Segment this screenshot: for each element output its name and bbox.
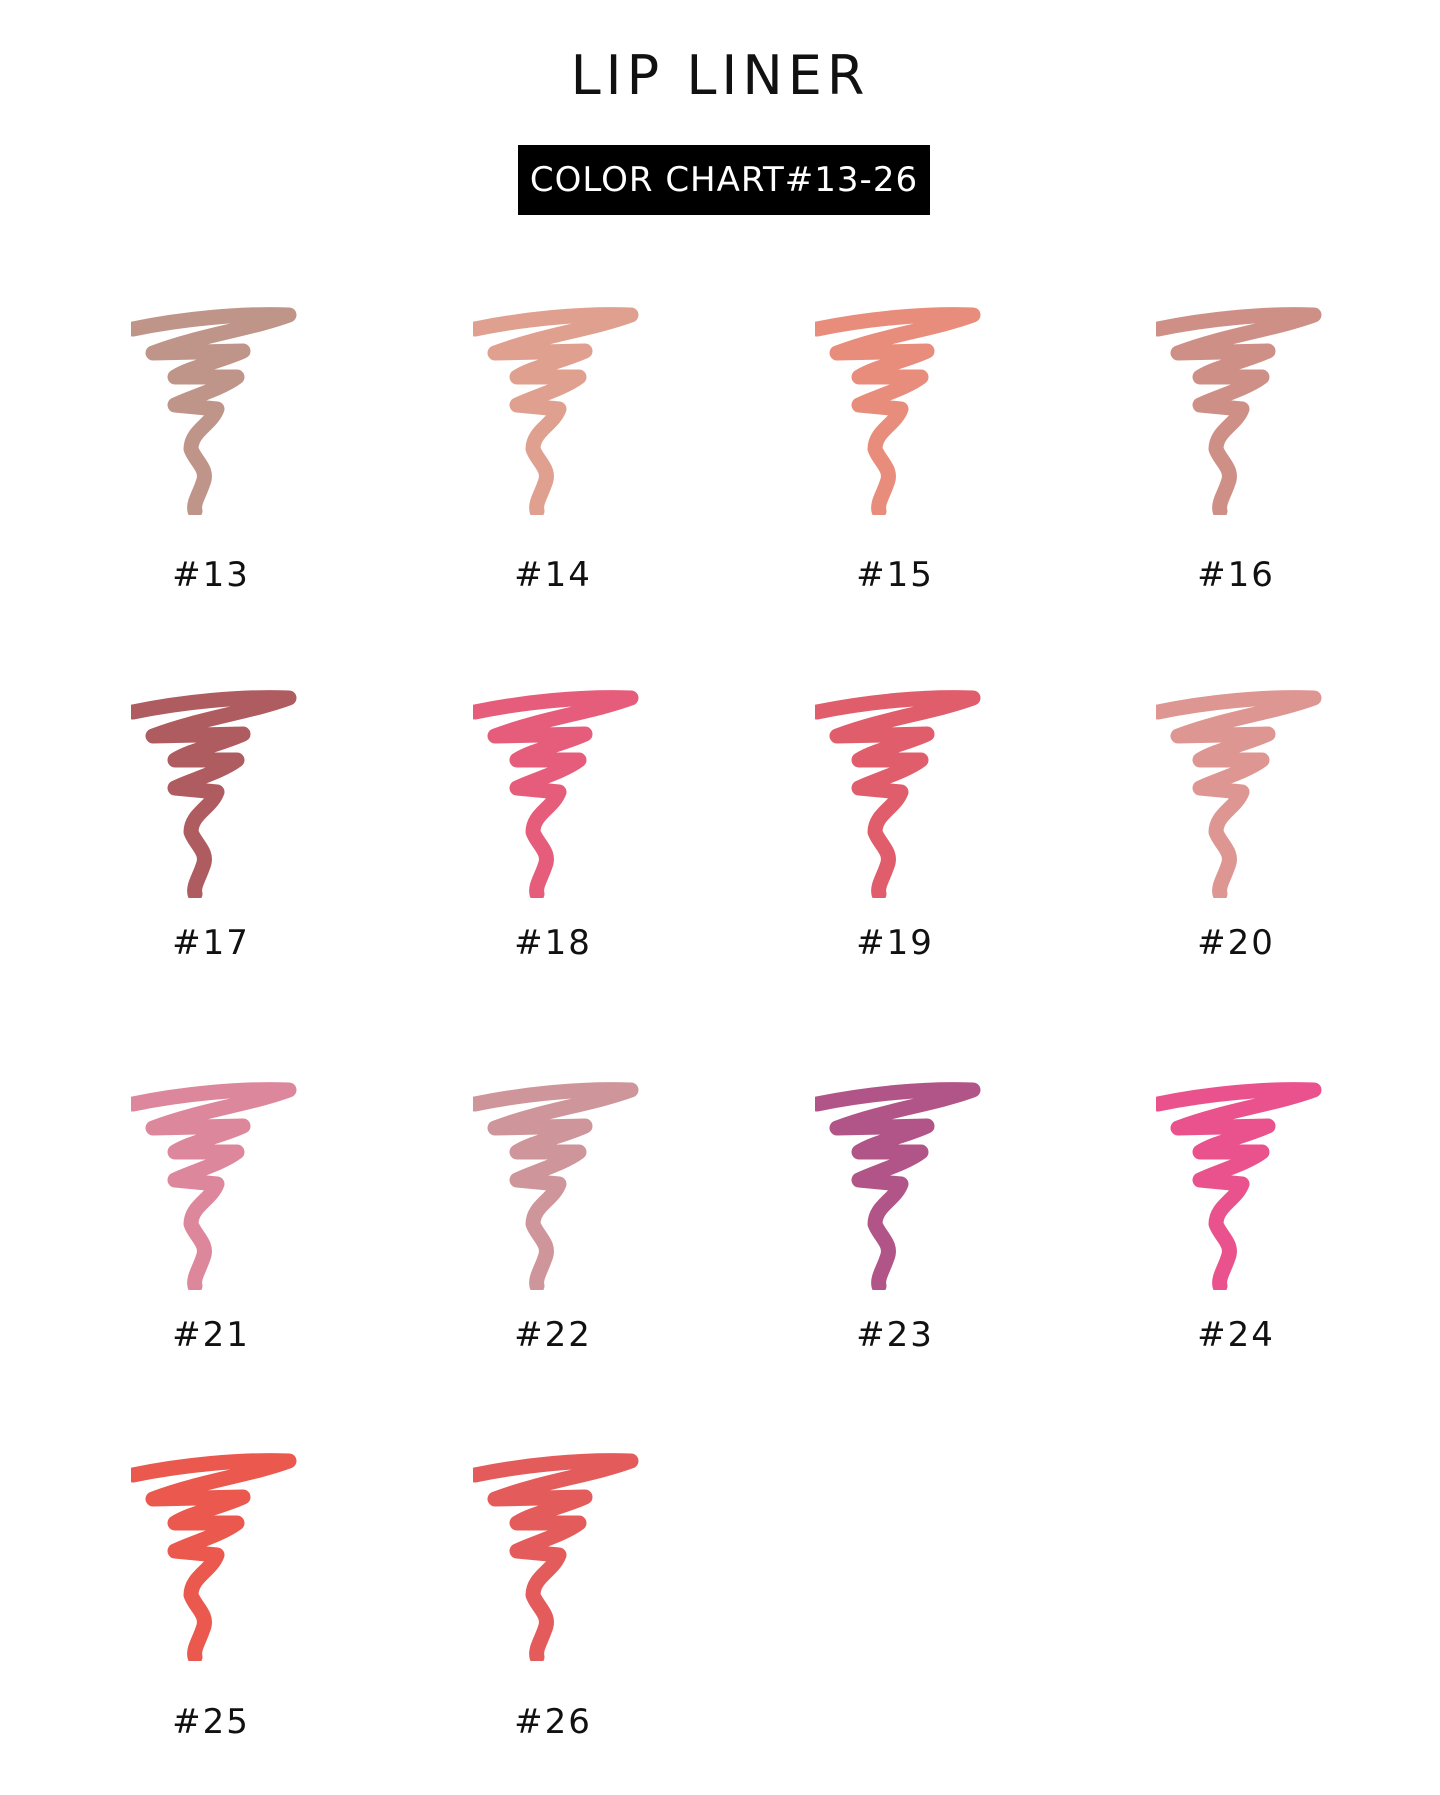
shade-swatch (815, 688, 1015, 898)
swatch-stroke (815, 307, 981, 515)
swatch-scribble (473, 690, 639, 898)
swatch-stroke (1156, 690, 1322, 898)
shade-swatch (131, 688, 331, 898)
shade-label: #25 (172, 1702, 250, 1742)
shade-label: #18 (514, 923, 592, 963)
shade-label: #22 (514, 1315, 592, 1355)
shade-label: #13 (172, 555, 250, 595)
color-chart-badge: COLOR CHART#13-26 (518, 145, 930, 215)
shade-label: #19 (856, 923, 934, 963)
shade-swatch (1156, 1080, 1356, 1290)
shade-swatch (1156, 688, 1356, 898)
shade-swatch (131, 1451, 331, 1661)
swatch-scribble (815, 307, 981, 515)
swatch-scribble (1156, 690, 1322, 898)
swatch-stroke (131, 307, 297, 515)
swatch-stroke (131, 1453, 297, 1661)
shade-label: #26 (514, 1702, 592, 1742)
swatch-scribble (473, 1082, 639, 1290)
swatch-scribble (815, 690, 981, 898)
swatch-stroke (131, 1082, 297, 1290)
shade-swatch (1156, 305, 1356, 515)
swatch-stroke (473, 307, 639, 515)
shade-label: #15 (856, 555, 934, 595)
swatch-scribble (131, 307, 297, 515)
page-title: LIP LINER (570, 44, 870, 107)
swatch-scribble (473, 307, 639, 515)
shade-swatch (131, 1080, 331, 1290)
shade-label: #16 (1197, 555, 1275, 595)
shade-swatch (131, 305, 331, 515)
swatch-scribble (131, 1453, 297, 1661)
swatch-scribble (131, 690, 297, 898)
swatch-stroke (473, 690, 639, 898)
shade-label: #17 (172, 923, 250, 963)
shade-label: #14 (514, 555, 592, 595)
shade-label: #24 (1197, 1315, 1275, 1355)
swatch-stroke (131, 690, 297, 898)
swatch-scribble (1156, 1082, 1322, 1290)
shade-swatch (815, 305, 1015, 515)
shade-swatch (473, 688, 673, 898)
swatch-scribble (1156, 307, 1322, 515)
swatch-stroke (1156, 1082, 1322, 1290)
swatch-scribble (473, 1453, 639, 1661)
swatch-stroke (1156, 307, 1322, 515)
shade-label: #21 (172, 1315, 250, 1355)
swatch-stroke (473, 1082, 639, 1290)
swatch-stroke (815, 690, 981, 898)
shade-swatch (473, 305, 673, 515)
shade-label: #20 (1197, 923, 1275, 963)
swatch-scribble (815, 1082, 981, 1290)
shade-swatch (815, 1080, 1015, 1290)
shade-swatch (473, 1080, 673, 1290)
swatch-scribble (131, 1082, 297, 1290)
swatch-stroke (815, 1082, 981, 1290)
shade-label: #23 (856, 1315, 934, 1355)
swatch-stroke (473, 1453, 639, 1661)
shade-swatch (473, 1451, 673, 1661)
